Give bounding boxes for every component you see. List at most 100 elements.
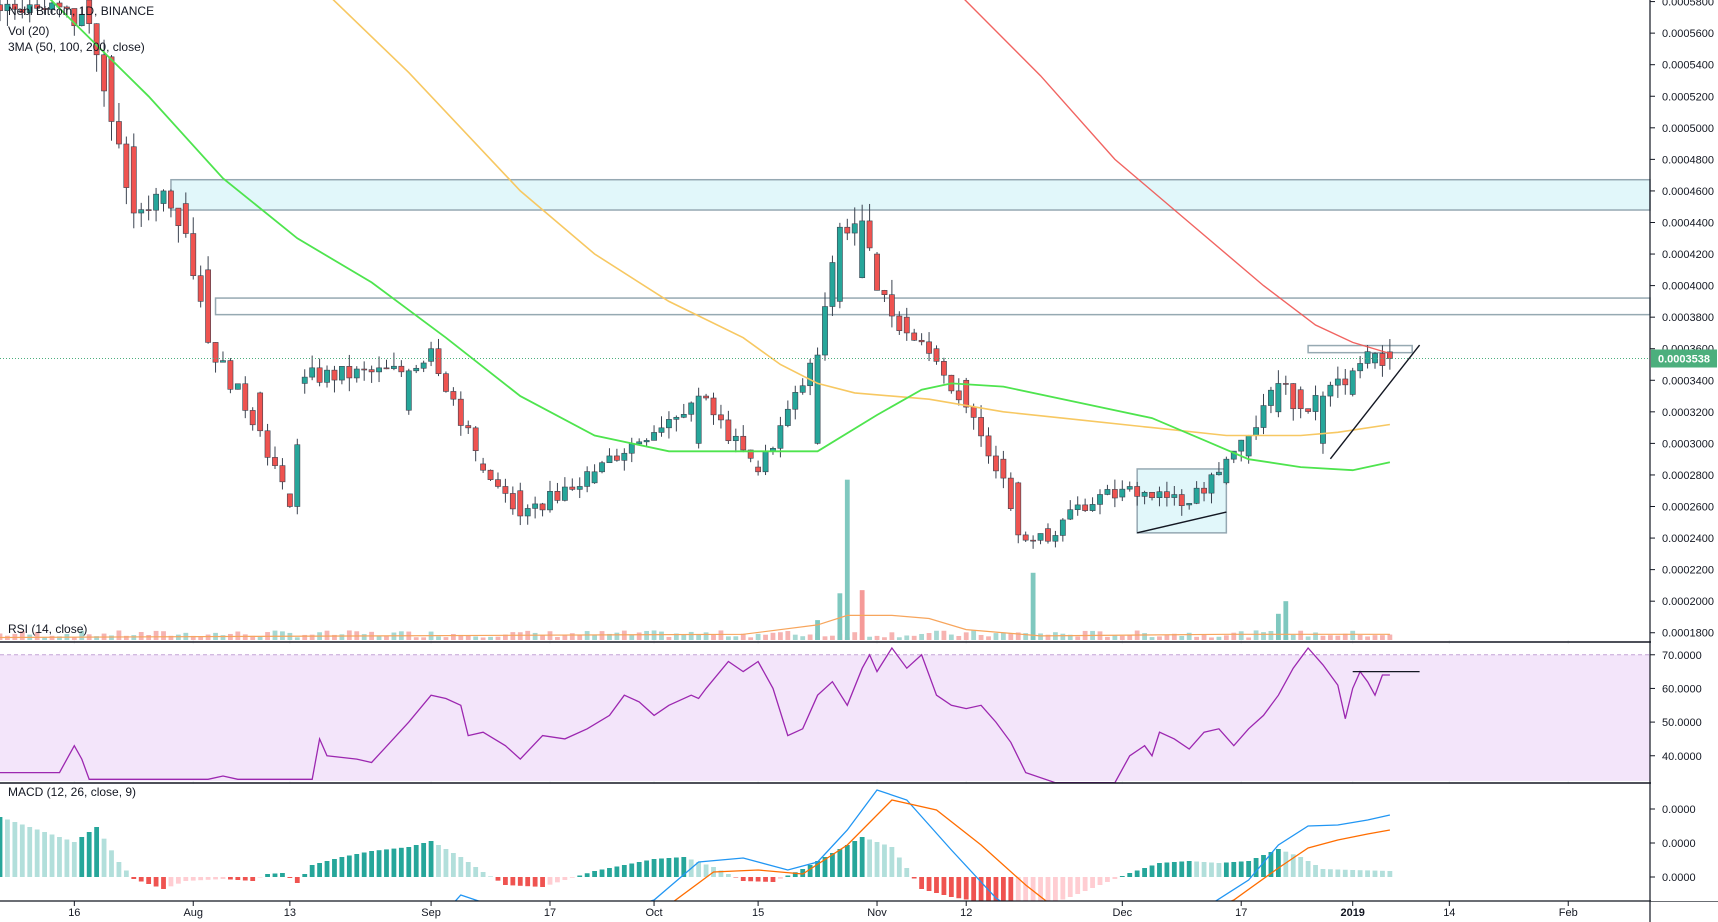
time-axis-label: 12: [960, 907, 972, 919]
moving-average-legend[interactable]: 3MA (50, 100, 200, close): [8, 40, 145, 54]
macd-histogram-bar: [636, 862, 642, 877]
macd-histogram-bar: [116, 862, 122, 877]
volume-bar: [1268, 630, 1274, 640]
price-axis-label: 0.0002400: [1662, 533, 1714, 545]
rsi-axis[interactable]: 70.0000 60.0000 50.0000 40.0000: [1650, 650, 1702, 763]
volume-bar: [599, 631, 605, 640]
candle-body: [859, 220, 866, 279]
trendline-1[interactable]: [1329, 344, 1421, 460]
candle: [1364, 345, 1371, 369]
macd-histogram-bar: [1380, 870, 1385, 877]
candle: [212, 342, 219, 373]
volume-bar: [79, 630, 85, 640]
macd-histogram-bar: [1082, 877, 1088, 891]
candle-body: [338, 366, 345, 381]
macd-histogram-bar: [540, 877, 545, 887]
volume-bar: [198, 636, 204, 640]
time-axis-label: 2019: [1340, 907, 1364, 919]
price-axis-label: 0.0003400: [1662, 375, 1714, 387]
candle-body: [279, 465, 286, 483]
candle: [101, 39, 107, 107]
time-axis[interactable]: 16 Aug 13 Sep 17 Oct 15 Nov 12 Dec 17 2019 14 Feb: [68, 901, 1578, 919]
candle: [264, 423, 271, 466]
volume-bar: [569, 633, 575, 640]
candle-body: [911, 332, 918, 341]
candle-body: [361, 368, 368, 371]
macd-histogram-bar: [473, 867, 479, 877]
candle: [1260, 393, 1267, 435]
macd-histogram-bar: [272, 873, 278, 877]
candle-body: [502, 486, 509, 494]
candle: [1156, 486, 1163, 507]
candle: [428, 341, 434, 367]
volume-bar: [517, 632, 523, 640]
volume-bar: [718, 630, 724, 640]
candle: [547, 480, 553, 513]
sr-zone-3[interactable]: [1307, 344, 1413, 354]
candle-body: [1290, 383, 1297, 410]
candle-body: [242, 383, 249, 411]
volume-bar: [1179, 635, 1185, 640]
candle-body: [1364, 351, 1371, 364]
candle-body: [391, 365, 397, 369]
volume-legend[interactable]: Vol (20): [8, 24, 50, 38]
price-pane[interactable]: [0, 0, 1651, 640]
price-axis-label: 0.0003200: [1662, 407, 1714, 419]
volume-bar: [503, 634, 508, 640]
macd-histogram-bar: [109, 850, 114, 877]
macd-histogram-bar: [1149, 865, 1155, 877]
candle: [561, 477, 568, 502]
candle-body: [197, 275, 204, 302]
candle: [324, 365, 330, 388]
candle: [160, 189, 167, 212]
candle-body: [888, 294, 895, 317]
macd-histogram-bar: [555, 877, 560, 883]
volume-bar: [755, 633, 761, 640]
rsi-legend[interactable]: RSI (14, close): [8, 622, 88, 636]
candle-body: [1045, 528, 1051, 542]
macd-histogram-bar: [384, 849, 389, 877]
macd-histogram-bar: [1164, 862, 1170, 877]
candle-body: [1305, 408, 1312, 412]
candle-body: [383, 367, 390, 370]
rsi-pane[interactable]: [0, 644, 1650, 784]
candle-body: [71, 8, 78, 27]
volume-bar: [1320, 635, 1326, 640]
candle: [1201, 482, 1207, 502]
volume-bar-spike-6: [1283, 601, 1289, 640]
price-axis-background: [1651, 0, 1718, 901]
macd-pane[interactable]: [0, 784, 1650, 922]
macd-histogram-bar: [354, 854, 360, 877]
macd-histogram-bar: [614, 866, 620, 877]
macd-histogram-bar: [1335, 869, 1341, 877]
candle-body: [19, 8, 26, 13]
candle-body: [420, 362, 427, 369]
candle-body: [1015, 482, 1022, 536]
volume-bar: [1253, 630, 1259, 640]
candle: [168, 189, 174, 218]
candle-body: [1186, 503, 1193, 506]
macd-axis[interactable]: 0.0000 0.0000 0.0000: [1650, 804, 1696, 884]
volume-bar: [1149, 637, 1155, 640]
trendline-0[interactable]: [1137, 511, 1227, 534]
candle-body: [190, 233, 197, 276]
candle-body: [524, 508, 531, 517]
candle-body: [613, 455, 620, 461]
macd-histogram-bar: [235, 877, 241, 880]
volume-bar: [1305, 636, 1311, 640]
symbol-legend[interactable]: Nebl Bitcoin, 1D, BINANCE: [8, 4, 154, 18]
macd-histogram-bar: [1060, 877, 1066, 900]
candle-body: [561, 486, 568, 501]
sr-zone-0[interactable]: [170, 178, 1651, 211]
macd-legend[interactable]: MACD (12, 26, close, 9): [8, 785, 137, 799]
candle-body: [428, 348, 434, 362]
candle: [1275, 370, 1282, 418]
price-axis[interactable]: 0.0005800 0.0005600 0.0005400 0.0005200 0.00…: [1650, 0, 1718, 901]
macd-histogram-bar: [785, 875, 791, 877]
macd-histogram-bar: [1067, 877, 1073, 897]
macd-histogram-bar: [517, 877, 523, 886]
candle: [138, 202, 145, 227]
macd-histogram-bar: [1119, 876, 1125, 877]
time-axis-label: Dec: [1113, 907, 1133, 919]
